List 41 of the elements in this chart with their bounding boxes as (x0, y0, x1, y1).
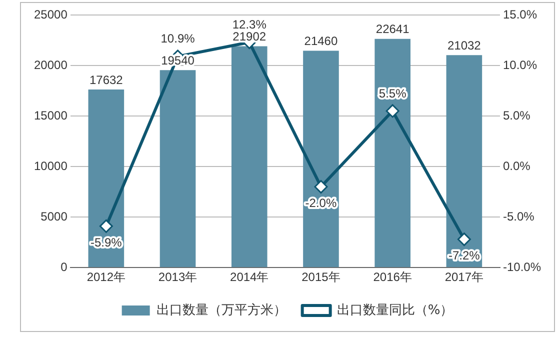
data-label: 17632 (89, 72, 124, 87)
x-tick-label: 2012年 (86, 270, 126, 284)
y2-tick-label: -5.0% (502, 209, 535, 224)
data-label: 5.5% (378, 86, 407, 100)
bar (374, 38, 410, 268)
y2-tick-label: 0.0% (502, 158, 531, 173)
data-label: -2.0% (305, 196, 337, 210)
y-tick-label: 15000 (34, 108, 68, 122)
bar (303, 50, 339, 268)
bar (446, 55, 482, 268)
y-tick-label: 25000 (34, 7, 68, 22)
data-label: 21460 (304, 34, 338, 48)
x-tick-label: 2016年 (373, 270, 412, 284)
y2-tick-label: 10.0% (502, 58, 538, 72)
data-label: -7.2% (448, 248, 480, 263)
point (99, 219, 113, 233)
data-label: 22641 (376, 22, 410, 36)
y-tick-label: 0 (60, 260, 68, 274)
y-tick-label: 5000 (40, 209, 68, 224)
x-tick-label: 2015年 (302, 270, 340, 284)
data-label: 21032 (447, 38, 482, 52)
bar (160, 70, 196, 268)
legend-label: 出口数量同比（%） (336, 302, 454, 318)
x-tick-label: 2013年 (158, 270, 198, 284)
data-label: -5.9% (90, 235, 122, 250)
y-tick-label: 10000 (34, 158, 68, 173)
bar (231, 46, 268, 268)
bar (88, 89, 124, 268)
x-tick-label: 2017年 (444, 270, 484, 284)
x-tick-label: 2014年 (230, 270, 269, 284)
y2-tick-label: -10.0% (502, 260, 542, 274)
y2-tick-label: 5.0% (502, 108, 531, 122)
data-label: 12.3% (232, 18, 267, 32)
y2-tick-label: 15.0% (502, 7, 538, 22)
point (386, 104, 400, 118)
point (314, 180, 328, 194)
y-tick-label: 20000 (34, 58, 68, 72)
legend-label: 出口数量（万平方米） (156, 302, 286, 318)
point (457, 232, 471, 246)
data-label: 10.9% (160, 32, 196, 46)
data-label: 21902 (232, 30, 266, 44)
